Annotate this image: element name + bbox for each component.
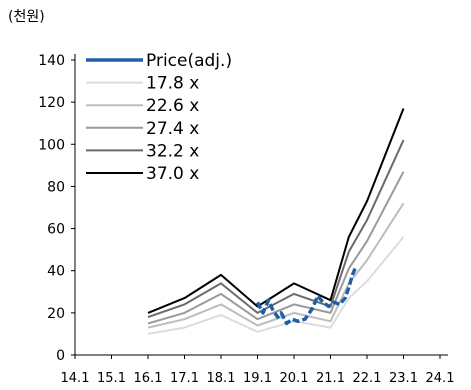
band-line-32-2-x [147,139,405,319]
y-tick-label: 0 [56,348,65,364]
x-tick-label: 16.1 [134,371,163,386]
x-tick-label: 24.1 [426,371,455,386]
x-tick-label: 15.1 [97,371,126,386]
legend-label: 22.6 x [146,96,199,116]
y-tick-label: 80 [47,179,65,195]
y-tick-label: 120 [38,95,65,111]
y-tick-label: 100 [38,137,65,153]
legend-label: 37.0 x [146,164,199,184]
y-tick-label: 20 [47,306,65,322]
legend-label: 17.8 x [146,74,199,94]
legend-label: 32.2 x [146,141,199,161]
legend-label: Price(adj.) [146,51,232,71]
y-tick-label: 60 [47,222,65,238]
x-tick-label: 22.1 [353,371,382,386]
price-line [255,265,358,326]
y-tick-label: 40 [47,264,65,280]
x-tick-label: 14.1 [61,371,90,386]
x-tick-label: 20.1 [280,371,309,386]
unit-label: (천원) [8,9,45,25]
x-tick-label: 18.1 [207,371,236,386]
x-tick-label: 21.1 [316,371,345,386]
x-tick-label: 17.1 [170,371,199,386]
band-line-37-0-x [147,108,405,314]
band-line-27-4-x [147,171,405,325]
x-tick-label: 19.1 [243,371,272,386]
x-tick-label: 23.1 [389,371,418,386]
y-tick-label: 140 [38,53,65,69]
legend-label: 27.4 x [146,119,199,139]
band-line-22-6-x [147,202,405,329]
